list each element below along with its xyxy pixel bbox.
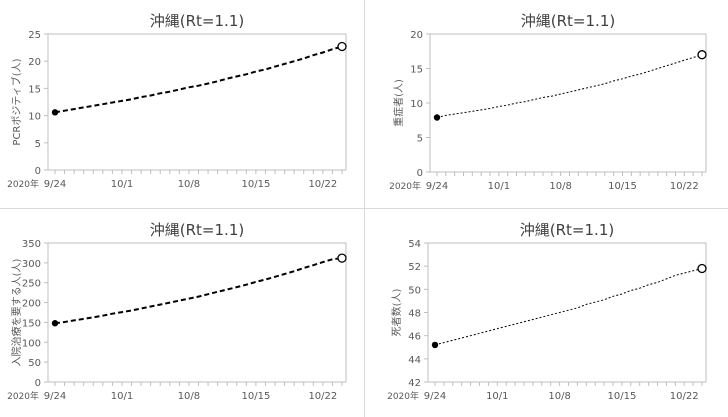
x-tick-label: 10/1 [111, 391, 133, 402]
x-tick-label: 10/15 [607, 391, 636, 402]
y-tick-label: 100 [22, 338, 41, 349]
plot-area [427, 242, 707, 383]
x-year-label: 2020年 [7, 178, 39, 190]
x-tick-label: 10/8 [178, 179, 200, 190]
series-line [436, 54, 703, 118]
x-tick-label: 10/22 [670, 181, 699, 192]
end-marker [697, 263, 707, 274]
y-tick-label: 15 [410, 65, 423, 76]
y-tick-label: 150 [22, 318, 41, 329]
start-marker [51, 109, 59, 116]
chart-title: 沖縄(Rt=1.1) [521, 12, 615, 30]
x-tick-label: 9/24 [424, 391, 446, 402]
y-tick-label: 200 [22, 299, 41, 310]
y-tick-label: 0 [417, 168, 423, 179]
y-tick-label: 5 [417, 134, 423, 145]
x-tick-label: 10/1 [111, 179, 133, 190]
start-marker [433, 114, 441, 121]
y-tick-label: 50 [408, 285, 421, 296]
y-tick-label: 48 [408, 309, 421, 320]
panel-divider-horizontal [0, 208, 728, 209]
x-tick-label: 9/24 [44, 179, 66, 190]
y-tick-label: 0 [35, 166, 41, 177]
y-axis-label: 死者数(人) [390, 289, 403, 337]
series-line [54, 257, 343, 325]
end-marker [697, 50, 707, 60]
start-marker [431, 341, 439, 349]
x-tick-label: 10/22 [308, 179, 337, 190]
chart-title: 沖縄(Rt=1.1) [150, 221, 244, 239]
plot-area [429, 33, 707, 173]
y-axis-label: PCRポジティブ(人) [10, 58, 23, 145]
plot-area [47, 33, 347, 171]
x-tick-label: 10/8 [178, 391, 200, 402]
y-tick-label: 52 [408, 262, 421, 273]
x-tick-label: 9/24 [426, 181, 448, 192]
y-tick-label: 350 [22, 239, 41, 250]
start-marker [51, 320, 59, 327]
y-tick-label: 20 [410, 30, 423, 41]
x-tick-label: 10/8 [548, 391, 570, 402]
y-tick-label: 15 [28, 84, 41, 95]
y-axis-label: 入院治療を要する人(人) [10, 259, 23, 367]
x-tick-label: 10/1 [488, 181, 510, 192]
chart-deaths: 沖縄(Rt=1.1) 42 44 46 48 50 52 54 死者数(人) 9/24 10/1 10… [365, 209, 728, 417]
y-tick-label: 54 [408, 239, 421, 250]
x-tick-label: 10/22 [308, 391, 337, 402]
plot-area [47, 242, 347, 383]
y-tick-label: 50 [28, 358, 41, 369]
x-year-label: 2020年 [387, 390, 419, 402]
chart-hospitalized: 沖縄(Rt=1.1) 0 50 100 150 200 250 300 350 入院治療を要する人… [0, 209, 364, 417]
series-line [54, 45, 343, 114]
x-tick-label: 9/24 [44, 391, 66, 402]
y-tick-label: 25 [28, 30, 41, 41]
y-tick-label: 0 [35, 378, 41, 389]
y-tick-label: 250 [22, 279, 41, 290]
y-tick-label: 5 [35, 139, 41, 150]
y-tick-label: 300 [22, 259, 41, 270]
y-axis-label: 重症者(人) [392, 79, 405, 127]
chart-title: 沖縄(Rt=1.1) [520, 221, 614, 239]
end-marker [337, 253, 347, 263]
series-line [434, 268, 703, 346]
x-year-label: 2020年 [7, 390, 39, 402]
x-tick-label: 10/15 [241, 391, 270, 402]
x-tick-label: 10/22 [670, 391, 699, 402]
y-tick-label: 42 [408, 378, 421, 389]
x-tick-label: 10/1 [486, 391, 508, 402]
y-tick-label: 10 [410, 99, 423, 110]
x-tick-label: 10/8 [549, 181, 571, 192]
end-marker [337, 41, 347, 52]
x-tick-label: 10/15 [608, 181, 637, 192]
x-year-label: 2020年 [389, 180, 421, 192]
y-tick-label: 44 [408, 355, 421, 366]
chart-pcr-positive: 沖縄(Rt=1.1) 0 5 10 15 20 25 PCRポジティブ(人) 9/24 10/1 1… [0, 0, 364, 208]
chart-severe: 沖縄(Rt=1.1) 0 5 10 15 20 重症者(人) 9/24 10/1 10/8 10/1… [365, 0, 728, 208]
x-tick-label: 10/15 [241, 179, 270, 190]
y-tick-label: 20 [28, 57, 41, 68]
chart-title: 沖縄(Rt=1.1) [150, 12, 244, 30]
y-tick-label: 10 [28, 112, 41, 123]
y-tick-label: 46 [408, 332, 421, 343]
